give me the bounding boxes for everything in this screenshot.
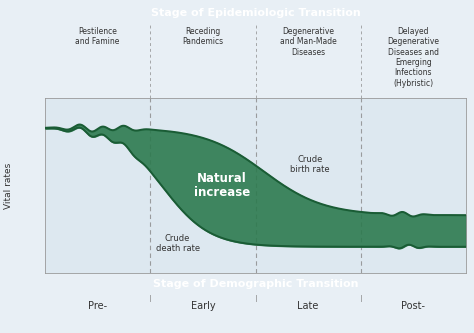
Text: Vital rates: Vital rates bbox=[4, 163, 13, 209]
Text: Natural
increase: Natural increase bbox=[194, 171, 250, 199]
Text: Delayed
Degenerative
Diseases and
Emerging
Infections
(Hybristic): Delayed Degenerative Diseases and Emergi… bbox=[387, 27, 439, 88]
Text: Stage of Demographic Transition: Stage of Demographic Transition bbox=[153, 279, 358, 289]
Text: Degenerative
and Man-Made
Diseases: Degenerative and Man-Made Diseases bbox=[280, 27, 337, 57]
Text: Late: Late bbox=[298, 301, 319, 311]
Text: Pre-: Pre- bbox=[88, 301, 107, 311]
Text: Early: Early bbox=[191, 301, 215, 311]
Text: Post-: Post- bbox=[401, 301, 425, 311]
Text: Crude
death rate: Crude death rate bbox=[155, 233, 200, 253]
Text: Receding
Pandemics: Receding Pandemics bbox=[182, 27, 223, 46]
Text: Pestilence
and Famine: Pestilence and Famine bbox=[75, 27, 120, 46]
Text: Crude
birth rate: Crude birth rate bbox=[291, 155, 330, 174]
Text: Stage of Epidemiologic Transition: Stage of Epidemiologic Transition bbox=[151, 8, 360, 18]
